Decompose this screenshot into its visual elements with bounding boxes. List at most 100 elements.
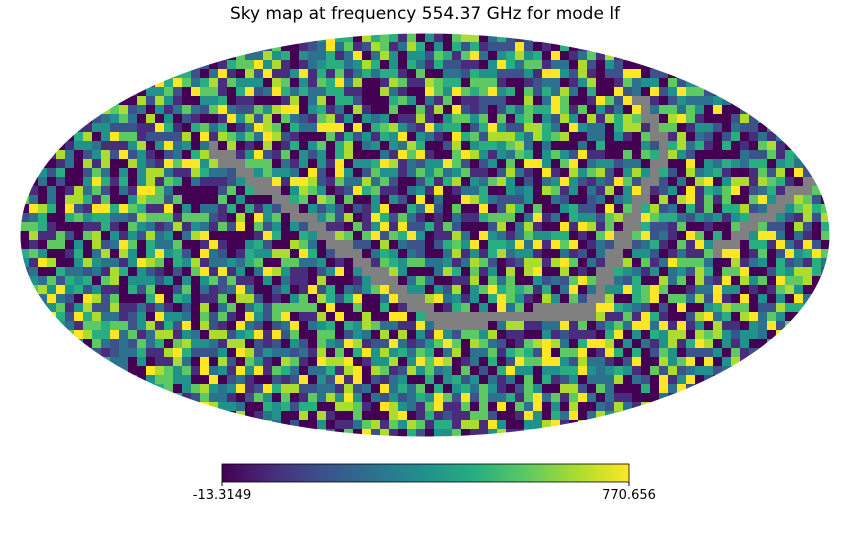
map-pixel bbox=[272, 159, 282, 169]
map-pixel bbox=[803, 285, 813, 295]
map-pixel bbox=[749, 114, 759, 124]
map-pixel bbox=[272, 258, 282, 268]
map-pixel bbox=[641, 177, 651, 187]
map-pixel bbox=[416, 114, 426, 124]
map-pixel bbox=[317, 69, 327, 79]
map-pixel bbox=[497, 267, 507, 277]
map-pixel bbox=[470, 249, 480, 259]
map-pixel bbox=[146, 366, 156, 376]
map-pixel bbox=[407, 168, 417, 178]
map-pixel bbox=[272, 204, 282, 214]
map-pixel bbox=[524, 249, 534, 259]
map-pixel bbox=[434, 267, 444, 277]
map-pixel bbox=[614, 339, 624, 349]
map-pixel bbox=[722, 213, 732, 223]
map-pixel bbox=[614, 177, 624, 187]
map-pixel bbox=[461, 33, 471, 43]
map-pixel bbox=[641, 69, 651, 79]
map-pixel bbox=[659, 123, 669, 133]
map-pixel bbox=[443, 69, 453, 79]
map-pixel bbox=[695, 195, 705, 205]
map-pixel bbox=[299, 222, 309, 232]
map-pixel bbox=[632, 366, 642, 376]
map-pixel bbox=[308, 348, 318, 358]
map-pixel bbox=[263, 249, 273, 259]
map-pixel bbox=[416, 33, 426, 43]
map-pixel bbox=[56, 231, 66, 241]
map-pixel bbox=[740, 312, 750, 322]
map-pixel bbox=[326, 375, 336, 385]
map-pixel bbox=[344, 312, 354, 322]
map-pixel bbox=[641, 366, 651, 376]
map-pixel bbox=[416, 51, 426, 61]
map-pixel bbox=[245, 150, 255, 160]
map-pixel bbox=[614, 123, 624, 133]
map-pixel bbox=[713, 177, 723, 187]
map-pixel bbox=[461, 339, 471, 349]
map-pixel bbox=[146, 375, 156, 385]
map-pixel bbox=[398, 114, 408, 124]
map-pixel bbox=[362, 132, 372, 142]
map-pixel bbox=[425, 357, 435, 367]
map-pixel bbox=[497, 87, 507, 97]
map-pixel bbox=[389, 195, 399, 205]
map-pixel bbox=[254, 177, 264, 187]
map-pixel bbox=[551, 69, 561, 79]
map-pixel bbox=[398, 384, 408, 394]
map-pixel bbox=[353, 384, 363, 394]
map-pixel bbox=[335, 384, 345, 394]
map-pixel bbox=[20, 240, 30, 250]
map-pixel bbox=[452, 177, 462, 187]
map-pixel bbox=[443, 168, 453, 178]
map-pixel bbox=[290, 420, 300, 430]
map-pixel bbox=[299, 402, 309, 412]
map-pixel bbox=[569, 330, 579, 340]
map-pixel bbox=[371, 321, 381, 331]
map-pixel bbox=[218, 303, 228, 313]
map-pixel bbox=[56, 249, 66, 259]
map-pixel bbox=[515, 330, 525, 340]
map-pixel bbox=[209, 141, 219, 151]
map-pixel bbox=[191, 204, 201, 214]
map-pixel bbox=[398, 303, 408, 313]
map-pixel bbox=[479, 222, 489, 232]
map-pixel bbox=[344, 60, 354, 70]
map-pixel bbox=[380, 402, 390, 412]
map-pixel bbox=[254, 78, 264, 88]
map-pixel bbox=[236, 87, 246, 97]
map-pixel bbox=[389, 321, 399, 331]
map-pixel bbox=[182, 186, 192, 196]
map-pixel bbox=[326, 114, 336, 124]
map-pixel bbox=[83, 321, 93, 331]
map-pixel bbox=[425, 348, 435, 358]
map-pixel bbox=[758, 168, 768, 178]
map-pixel bbox=[209, 249, 219, 259]
map-pixel bbox=[641, 339, 651, 349]
map-pixel bbox=[533, 411, 543, 421]
map-pixel bbox=[677, 168, 687, 178]
map-pixel bbox=[587, 303, 597, 313]
map-pixel bbox=[758, 123, 768, 133]
map-pixel bbox=[128, 240, 138, 250]
map-pixel bbox=[263, 60, 273, 70]
map-pixel bbox=[119, 114, 129, 124]
map-pixel bbox=[407, 276, 417, 286]
map-pixel bbox=[704, 321, 714, 331]
map-pixel bbox=[776, 231, 786, 241]
map-pixel bbox=[290, 321, 300, 331]
map-pixel bbox=[749, 321, 759, 331]
map-pixel bbox=[38, 267, 48, 277]
map-pixel bbox=[632, 60, 642, 70]
map-pixel bbox=[164, 141, 174, 151]
map-pixel bbox=[74, 321, 84, 331]
map-pixel bbox=[146, 141, 156, 151]
map-pixel bbox=[515, 393, 525, 403]
map-pixel bbox=[560, 348, 570, 358]
map-pixel bbox=[416, 357, 426, 367]
map-pixel bbox=[623, 159, 633, 169]
map-pixel bbox=[722, 168, 732, 178]
map-pixel bbox=[380, 141, 390, 151]
map-pixel bbox=[38, 249, 48, 259]
map-pixel bbox=[74, 294, 84, 304]
map-pixel bbox=[281, 384, 291, 394]
